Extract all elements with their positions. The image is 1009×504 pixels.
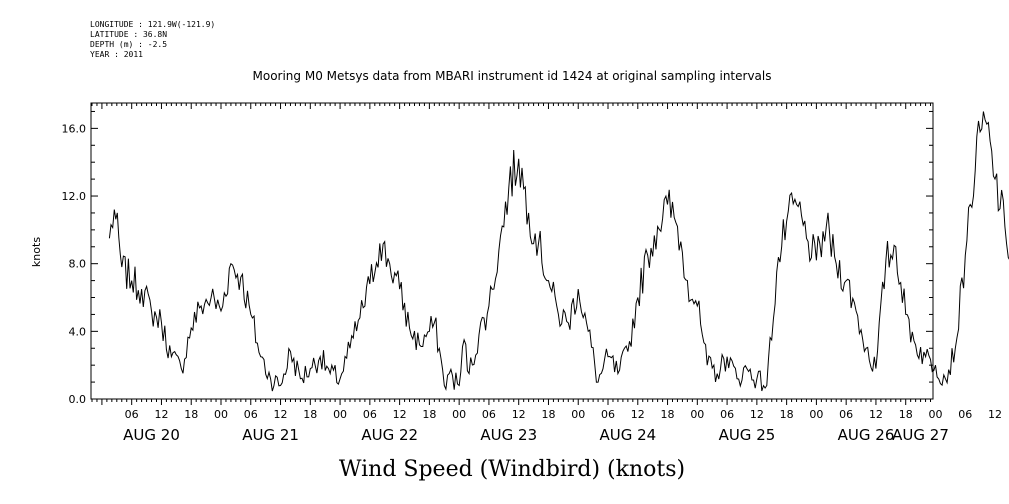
y-tick-label: 0.0 xyxy=(69,393,87,406)
x-hour-tick-label: 00 xyxy=(928,408,942,421)
x-hour-tick-label: 18 xyxy=(780,408,794,421)
x-hour-tick-label: 18 xyxy=(661,408,675,421)
x-day-label: AUG 22 xyxy=(361,426,418,444)
x-hour-tick-label: 06 xyxy=(601,408,615,421)
x-hour-tick-label: 06 xyxy=(244,408,258,421)
x-hour-tick-label: 12 xyxy=(393,408,407,421)
wind-speed-line xyxy=(108,111,1009,392)
y-tick-label: 8.0 xyxy=(69,258,87,271)
x-hour-tick-label: 06 xyxy=(125,408,139,421)
chart-title: Mooring M0 Metsys data from MBARI instru… xyxy=(253,69,772,83)
x-day-label: AUG 24 xyxy=(599,426,656,444)
x-hour-tick-label: 00 xyxy=(452,408,466,421)
x-day-label: AUG 23 xyxy=(480,426,537,444)
x-day-label: AUG 21 xyxy=(242,426,299,444)
meta-depth: DEPTH (m) : -2.5 xyxy=(90,40,168,49)
x-hour-tick-label: 18 xyxy=(184,408,198,421)
x-hour-tick-label: 12 xyxy=(274,408,288,421)
meta-latitude: LATITUDE : 36.8N xyxy=(90,30,168,39)
x-axis-label: Wind Speed (Windbird) (knots) xyxy=(339,457,685,482)
x-hour-tick-label: 12 xyxy=(154,408,168,421)
x-hour-tick-label: 18 xyxy=(899,408,913,421)
axis-ticks xyxy=(91,103,933,405)
x-hour-tick-label: 00 xyxy=(809,408,823,421)
x-hour-tick-label: 12 xyxy=(869,408,883,421)
x-hour-tick-label: 00 xyxy=(333,408,347,421)
x-tick-labels: 06 12 18 00 06 12 18 00 06 12 18 00 06 12 18 00 06 12 18 00… xyxy=(125,408,1002,421)
x-day-label: AUG 20 xyxy=(123,426,180,444)
x-hour-tick-label: 06 xyxy=(958,408,972,421)
y-tick-labels: 0.0 4.0 8.0 12.0 16.0 xyxy=(62,122,87,406)
x-day-label: AUG 26 xyxy=(838,426,895,444)
x-hour-tick-label: 00 xyxy=(571,408,585,421)
x-hour-tick-label: 12 xyxy=(631,408,645,421)
x-hour-tick-label: 12 xyxy=(988,408,1002,421)
x-hour-tick-label: 12 xyxy=(512,408,526,421)
x-hour-tick-label: 18 xyxy=(422,408,436,421)
x-hour-tick-label: 00 xyxy=(690,408,704,421)
x-hour-tick-label: 06 xyxy=(720,408,734,421)
x-hour-tick-label: 18 xyxy=(541,408,555,421)
x-hour-tick-label: 12 xyxy=(750,408,764,421)
x-hour-tick-label: 06 xyxy=(839,408,853,421)
x-hour-tick-label: 06 xyxy=(482,408,496,421)
y-axis-label: knots xyxy=(30,237,43,267)
plot-frame xyxy=(90,102,934,400)
y-tick-label: 12.0 xyxy=(62,190,87,203)
day-labels: AUG 20 AUG 21 AUG 22 AUG 23 AUG 24 AUG 25 AUG … xyxy=(123,426,949,444)
x-hour-tick-label: 06 xyxy=(363,408,377,421)
y-tick-label: 4.0 xyxy=(69,325,87,338)
x-day-label: AUG 25 xyxy=(719,426,776,444)
meta-year: YEAR : 2011 xyxy=(90,50,143,59)
metadata-block: LONGITUDE : 121.9W(-121.9) LATITUDE : 36… xyxy=(90,20,215,60)
x-hour-tick-label: 00 xyxy=(214,408,228,421)
x-day-label: AUG 27 xyxy=(892,426,949,444)
x-hour-tick-label: 18 xyxy=(303,408,317,421)
meta-longitude: LONGITUDE : 121.9W(-121.9) xyxy=(90,20,216,29)
y-tick-label: 16.0 xyxy=(62,122,87,135)
